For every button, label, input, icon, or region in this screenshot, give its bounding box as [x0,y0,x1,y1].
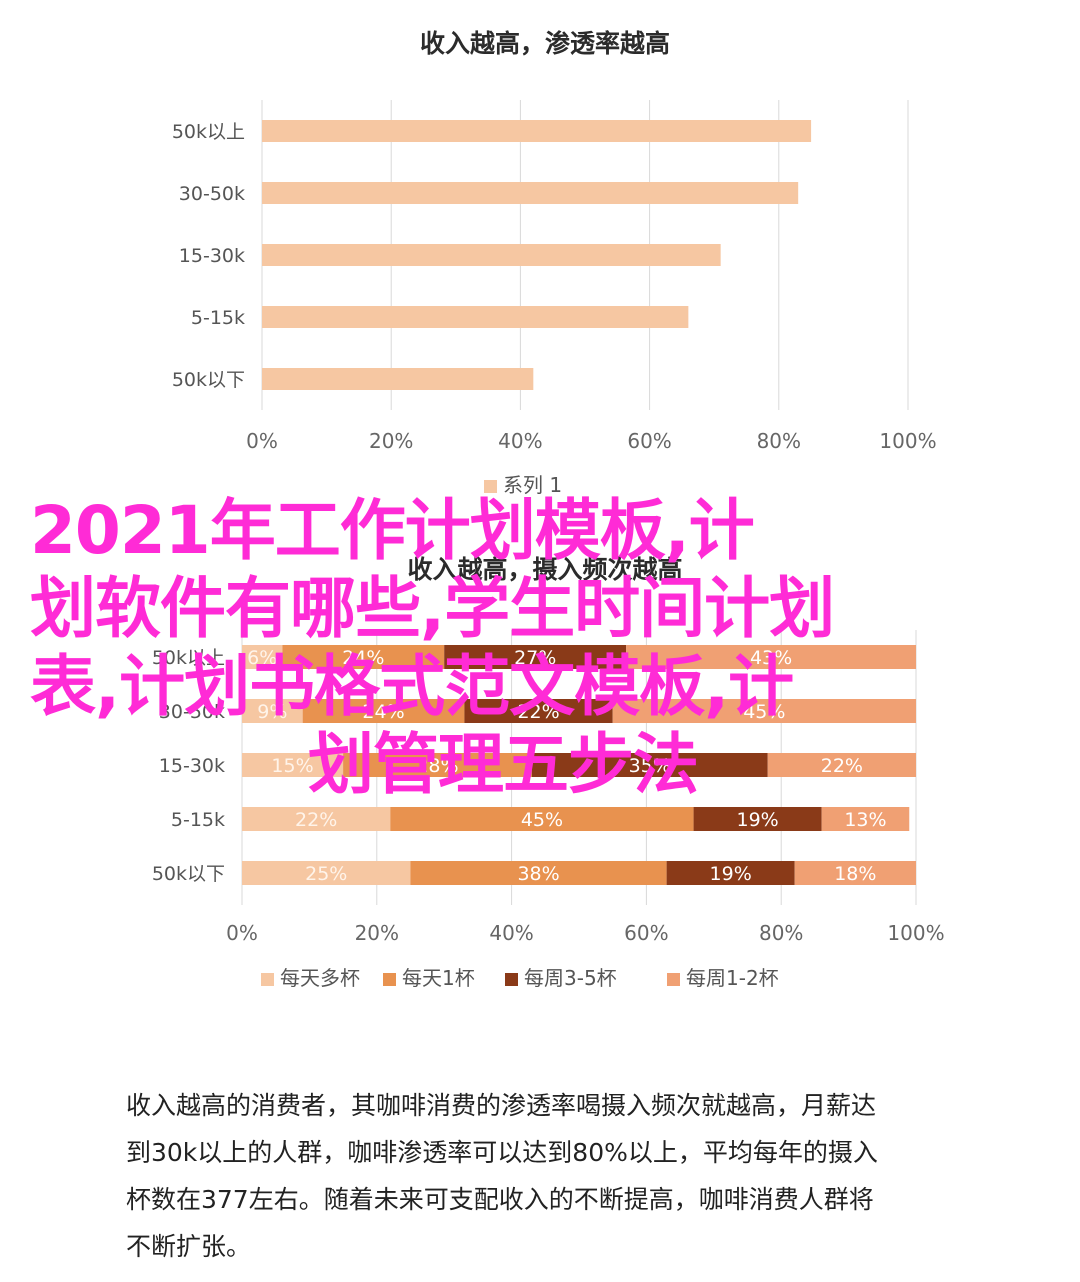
legend-label: 每周1-2杯 [686,966,779,990]
bar [262,306,689,328]
category-label: 50k以上 [152,647,225,669]
x-tick-label: 100% [879,429,936,453]
data-label: 28% [416,755,458,777]
x-tick-label: 80% [759,921,803,945]
x-tick-label: 60% [624,921,668,945]
overlay-title-line: 划软件有哪些,学生时间计划 [30,570,835,647]
data-label: 45% [743,701,785,723]
legend-label: 每天1杯 [402,966,475,990]
data-label: 24% [362,701,404,723]
data-label: 35% [629,755,671,777]
data-label: 6% [247,647,277,669]
category-label: 30-50k [179,183,245,205]
bar [666,861,795,885]
caption-line: 不断扩张。 [126,1232,252,1261]
data-label: 19% [736,809,778,831]
chart-title: 收入越高，渗透率越高 [420,29,670,58]
bar [626,645,916,669]
bar [444,645,627,669]
data-label: 27% [514,647,556,669]
bar [262,182,799,204]
bar [390,807,694,831]
legend-label: 每天多杯 [280,966,360,990]
bar [242,645,283,669]
x-tick-label: 100% [887,921,944,945]
caption-line: 到30k以上的人群，咖啡渗透率可以达到80%以上，平均每年的摄入 [126,1138,878,1167]
bar [262,244,721,266]
category-label: 5-15k [171,809,225,831]
category-label: 50k以下 [172,369,245,391]
bar [343,753,532,777]
bar [767,753,916,777]
x-tick-label: 0% [226,921,258,945]
overlay-title-line: 2021年工作计划模板,计 [30,492,755,569]
bar [262,120,812,142]
category-label: 15-30k [179,245,245,267]
bar [302,699,465,723]
bar [242,807,391,831]
x-tick-label: 20% [355,921,399,945]
bar [612,699,916,723]
data-label: 15% [271,755,313,777]
data-label: 19% [710,863,752,885]
legend-label: 每周3-5杯 [524,966,617,990]
data-label: 38% [517,863,559,885]
overlay-title-line: 表,计划书格式范文模板,计 [30,648,794,725]
category-label: 5-15k [191,307,245,329]
bar [794,861,916,885]
legend-swatch [667,973,680,986]
x-tick-label: 40% [489,921,533,945]
x-tick-label: 80% [757,429,801,453]
caption-line: 收入越高的消费者，其咖啡消费的渗透率喝摄入频次就越高，月薪达 [126,1091,877,1120]
data-label: 25% [305,863,347,885]
data-label: 22% [295,809,337,831]
legend-swatch [261,973,274,986]
bar [282,645,445,669]
bar [464,699,613,723]
bar [531,753,768,777]
data-label: 22% [821,755,863,777]
bar [242,753,344,777]
data-label: 13% [844,809,886,831]
overlay-title-line: 划管理五步法 [308,726,699,803]
chart-title: 收入越高，摄入频次越高 [407,555,682,584]
legend-swatch [505,973,518,986]
bar [693,807,822,831]
caption-paragraph: 收入越高的消费者，其咖啡消费的渗透率喝摄入频次就越高，月薪达 到30k以上的人群… [126,1082,976,1270]
category-label: 50k以下 [152,863,225,885]
category-label: 50k以上 [172,121,245,143]
x-tick-label: 60% [627,429,671,453]
data-label: 9% [257,701,287,723]
caption-line: 杯数在377左右。随着未来可支配收入的不断提高，咖啡消费人群将 [126,1185,874,1214]
legend-label: 系列 1 [503,473,562,497]
category-label: 15-30k [159,755,225,777]
x-tick-label: 0% [246,429,278,453]
bar [262,368,534,390]
x-tick-label: 20% [369,429,413,453]
data-label: 24% [342,647,384,669]
bar [242,699,303,723]
data-label: 18% [834,863,876,885]
legend-swatch [484,480,497,493]
data-label: 22% [517,701,559,723]
data-label: 43% [750,647,792,669]
overlay-title: 2021年工作计划模板,计 划软件有哪些,学生时间计划 表,计划书格式范文模板,… [30,492,1050,804]
category-label: 30-50k [159,701,225,723]
bar [410,861,667,885]
legend-swatch [383,973,396,986]
bar [242,861,411,885]
bar [821,807,910,831]
x-tick-label: 40% [498,429,542,453]
data-label: 45% [521,809,563,831]
